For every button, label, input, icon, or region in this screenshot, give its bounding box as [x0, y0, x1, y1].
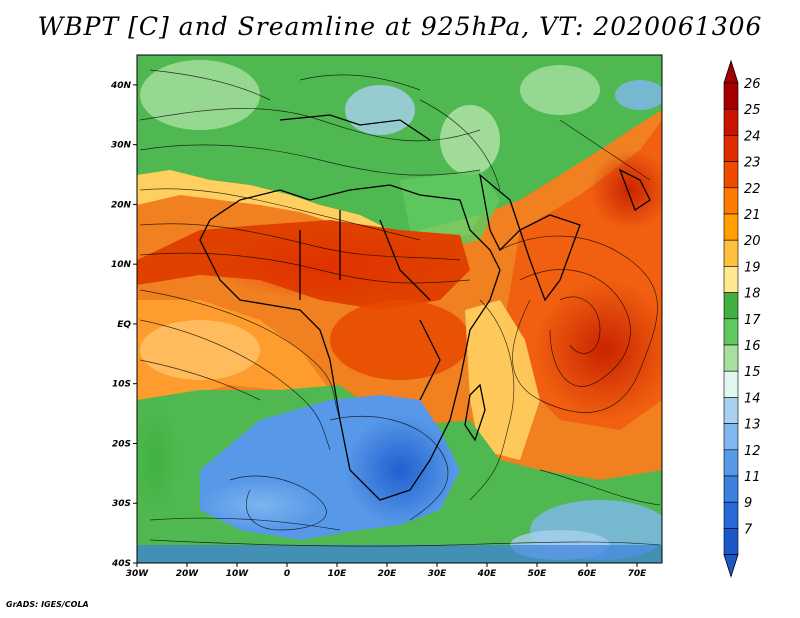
colorbar-label: 26	[744, 77, 761, 92]
coastlines	[199, 114, 651, 501]
lat-label: 40S	[111, 559, 131, 569]
lon-label: 70E	[628, 569, 648, 579]
colorbar-swatch	[723, 213, 739, 241]
lat-label: 10N	[111, 260, 132, 270]
lat-label: 30N	[111, 141, 132, 151]
colorbar-swatch	[723, 266, 739, 293]
map-frame	[136, 54, 663, 564]
colorbar-label: 7	[744, 522, 753, 537]
colorbar-label: 21	[744, 208, 761, 223]
colorbar-label: 12	[744, 444, 761, 459]
lat-label: 10S	[112, 380, 131, 390]
axis-ticks	[133, 84, 638, 567]
lon-label: 50E	[528, 569, 548, 579]
colorbar-swatch	[723, 370, 739, 398]
colorbar-label: 16	[744, 339, 761, 354]
lon-label: 30W	[126, 569, 150, 579]
lon-label: 20W	[176, 569, 200, 579]
colorbar-swatch	[723, 344, 739, 372]
colorbar-swatch	[723, 475, 739, 503]
colorbar: 26 25 24 23 22 21 20 19 18 17 16 15 14 13 12 11 9 7	[723, 59, 761, 578]
colorbar-label: 15	[744, 365, 761, 380]
lat-label: EQ	[117, 320, 131, 330]
colorbar-swatch	[723, 82, 739, 110]
lat-label: 40N	[110, 81, 132, 91]
colorbar-swatch	[723, 187, 739, 215]
colorbar-swatch	[723, 318, 739, 346]
lat-label: 20S	[112, 439, 131, 449]
colorbar-label: 18	[744, 287, 761, 302]
colorbar-swatch	[723, 397, 739, 424]
lon-label: 20E	[378, 569, 398, 579]
lon-label: 0	[284, 569, 290, 579]
colorbar-swatch	[723, 449, 739, 477]
colorbar-swatch	[723, 135, 739, 162]
colorbar-bottom-arrow	[723, 554, 739, 578]
colorbar-label: 22	[744, 182, 761, 197]
colorbar-label: 25	[744, 103, 761, 118]
colorbar-swatch	[723, 239, 739, 267]
latitude-labels: 40N 30N 20N 10N EQ 10S 20S 30S 40S	[110, 81, 132, 569]
colorbar-label: 20	[744, 234, 761, 249]
colorbar-swatch	[723, 108, 739, 136]
colorbar-swatch	[723, 501, 739, 529]
colorbar-swatch	[723, 292, 739, 320]
lat-label: 30S	[112, 499, 131, 509]
chart-title: WBPT [C] and Sreamline at 925hPa, VT: 20…	[37, 12, 763, 41]
colorbar-label: 23	[744, 156, 761, 171]
streamlines	[139, 69, 661, 547]
colorbar-label: 17	[744, 313, 761, 328]
wbpt-field	[137, 55, 662, 563]
grads-credit: GrADS: IGES/COLA	[6, 600, 89, 609]
colorbar-swatch	[723, 161, 739, 189]
colorbar-label: 14	[744, 391, 761, 406]
colorbar-label: 9	[744, 496, 752, 511]
colorbar-swatch	[723, 423, 739, 451]
lon-label: 10E	[328, 569, 348, 579]
lon-label: 40E	[477, 569, 498, 579]
lat-label: 20N	[111, 200, 132, 210]
colorbar-swatch	[723, 528, 739, 555]
colorbar-label: 19	[744, 260, 761, 275]
lon-label: 30E	[428, 569, 448, 579]
colorbar-label: 24	[744, 129, 761, 144]
lon-label: 60E	[578, 569, 598, 579]
lon-label: 10W	[226, 569, 250, 579]
longitude-labels: 30W 20W 10W 0 10E 20E 30E 40E 50E 60E 70E	[126, 569, 647, 579]
colorbar-label: 13	[744, 418, 761, 433]
colorbar-top-arrow	[723, 59, 739, 84]
colorbar-label: 11	[744, 470, 761, 485]
